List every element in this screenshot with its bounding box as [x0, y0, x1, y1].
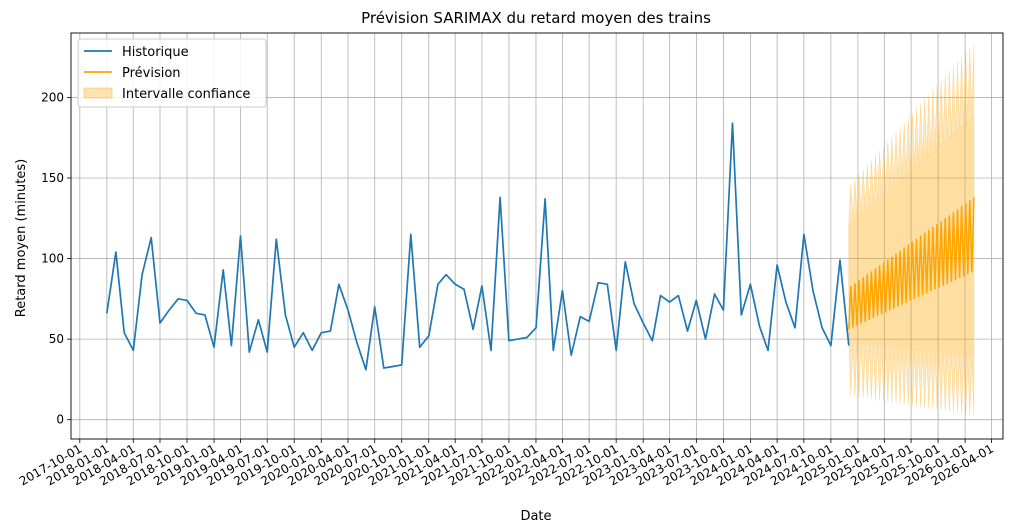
y-axis-label: Retard moyen (minutes)	[14, 159, 29, 317]
plot-frame	[70, 32, 1004, 440]
x-axis-label: Date	[520, 509, 551, 524]
legend-swatch	[83, 87, 113, 99]
legend-box	[77, 38, 267, 108]
forecast-confidence-band	[848, 42, 975, 417]
y-tick-label: 0	[56, 413, 64, 427]
plot-area	[105, 42, 975, 417]
y-tick-label: 200	[41, 90, 64, 104]
y-tick-label: 150	[41, 171, 64, 185]
y-axis: 0 50 100 150 200	[41, 90, 71, 427]
y-tick-label: 50	[49, 332, 64, 346]
y-tick-label: 100	[41, 252, 64, 266]
chart-title: Prévision SARIMAX du retard moyen des tr…	[361, 9, 711, 27]
series-line-historique	[105, 122, 850, 371]
forecast-line	[848, 197, 975, 330]
legend-label: Prévision	[122, 66, 181, 81]
x-axis: 2017-10-012018-01-012018-04-012018-07-01…	[17, 439, 996, 488]
legend-label: Intervalle confiance	[122, 87, 250, 102]
legend: Historique Prévision Intervalle confiance	[77, 38, 267, 108]
legend-label: Historique	[122, 45, 189, 60]
forecast-confidence-core	[848, 113, 974, 359]
